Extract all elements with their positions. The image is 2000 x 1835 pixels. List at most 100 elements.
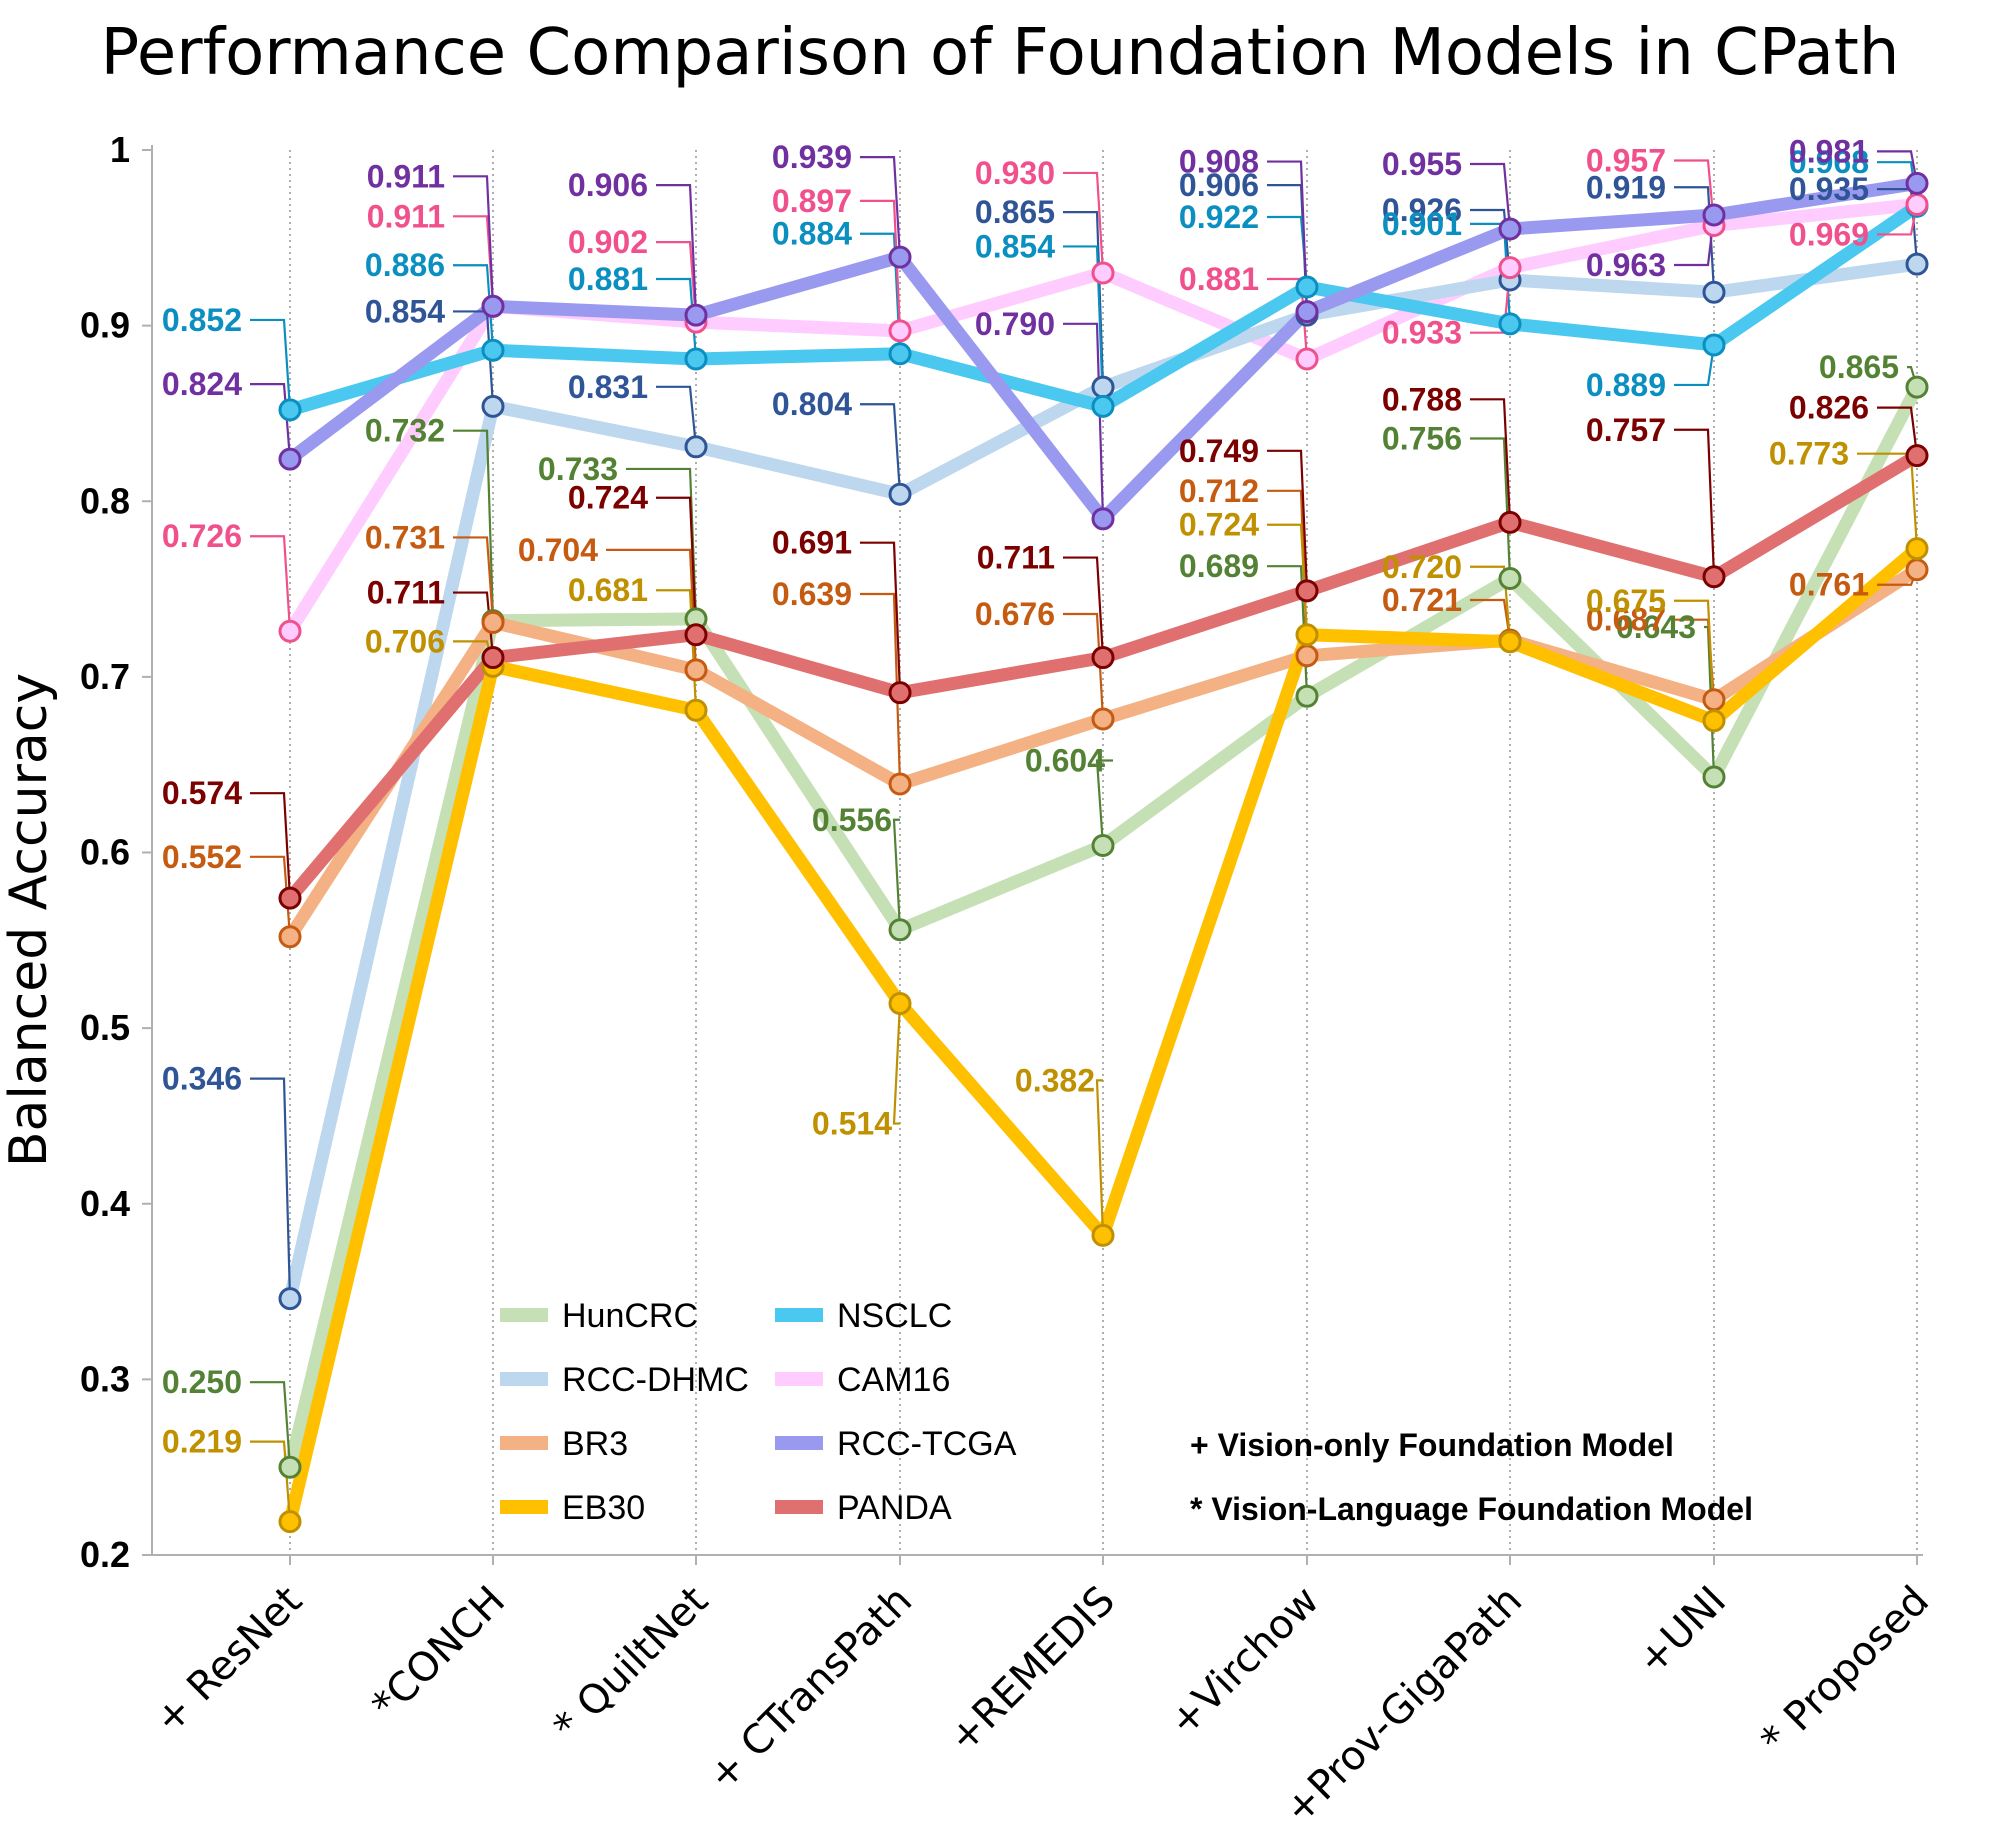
- data-point-panda: [888, 681, 912, 705]
- data-point-huncrc: [1295, 684, 1319, 708]
- label-leader: [1063, 210, 1105, 388]
- data-point-br3: [1295, 644, 1319, 668]
- data-label-rcc-tcga: 0.908: [1179, 144, 1259, 180]
- data-point-nsclc: [1702, 333, 1726, 357]
- data-point-eb30: [1702, 709, 1726, 733]
- legend-label-rcc-tcga: RCC-TCGA: [837, 1425, 1017, 1463]
- data-label-br3: 0.687: [1586, 602, 1666, 638]
- data-label-huncrc: 0.556: [812, 802, 892, 838]
- data-label-nsclc: 0.881: [568, 261, 648, 297]
- label-leader: [250, 1381, 292, 1468]
- data-point-eb30: [1905, 537, 1929, 561]
- data-label-rcc-dhmc: 0.935: [1789, 171, 1869, 207]
- data-point-cam16: [1498, 256, 1522, 280]
- data-point-huncrc: [1702, 765, 1726, 789]
- data-label-rcc-dhmc: 0.926: [1382, 192, 1462, 228]
- x-tick-label: + CTransPath: [699, 1578, 921, 1800]
- y-tick-labels: 0.2 0.3 0.4 0.5 0.6 0.7 0.8 0.9 1: [80, 129, 130, 1575]
- legend-label-cam16: CAM16: [837, 1361, 950, 1399]
- label-leader: [1470, 162, 1512, 230]
- data-label-rcc-tcga: 0.790: [975, 306, 1055, 342]
- data-label-panda: 0.757: [1586, 412, 1666, 448]
- data-label-cam16: 0.726: [162, 518, 242, 554]
- data-label-huncrc: 0.689: [1179, 548, 1259, 584]
- data-point-panda: [481, 646, 505, 670]
- y-tick-label: 0.4: [80, 1183, 130, 1224]
- label-leader: [892, 1003, 902, 1125]
- legend-label-eb30: EB30: [562, 1489, 645, 1527]
- label-leader: [656, 589, 698, 711]
- label-leader: [453, 536, 495, 623]
- data-label-nsclc: 0.886: [365, 247, 445, 283]
- data-label-cam16: 0.969: [1789, 216, 1869, 252]
- data-label-huncrc: 0.756: [1382, 421, 1462, 457]
- y-tick-label: 0.7: [80, 656, 130, 697]
- label-leader: [453, 175, 495, 307]
- data-point-panda: [1905, 444, 1929, 468]
- data-point-br3: [888, 772, 912, 796]
- legend: HunCRC RCC-DHMC BR3 EB30 NSCLC CAM16 RCC-TCGA P…: [500, 1297, 1017, 1527]
- x-tick-label: * QuiltNet: [545, 1578, 717, 1750]
- data-label-eb30: 0.675: [1586, 583, 1666, 619]
- label-leader: [1063, 245, 1105, 407]
- label-leader: [1877, 406, 1919, 456]
- data-point-br3: [278, 925, 302, 949]
- label-leader: [1674, 428, 1716, 577]
- data-label-eb30: 0.720: [1382, 549, 1462, 585]
- data-label-cam16: 0.957: [1586, 143, 1666, 179]
- data-point-rcc-tcga: [481, 294, 505, 318]
- x-tick-label: * Proposed: [1752, 1578, 1938, 1764]
- data-label-br3: 0.552: [162, 839, 242, 875]
- data-point-rcc-dhmc: [481, 394, 505, 418]
- data-label-rcc-dhmc: 0.804: [772, 386, 852, 422]
- y-tick-label: 0.6: [80, 832, 130, 873]
- data-point-br3: [1702, 688, 1726, 712]
- data-labels: 0.250 0.732 0.733 0.556 0.604 0.689 0.756 0.643…: [162, 133, 1899, 1459]
- data-point-huncrc: [1091, 833, 1115, 857]
- label-leader: [250, 535, 292, 632]
- data-point-panda: [278, 886, 302, 910]
- data-label-panda: 0.724: [568, 480, 648, 516]
- label-leader: [1267, 215, 1309, 288]
- data-label-cam16: 0.933: [1382, 315, 1462, 351]
- data-point-rcc-tcga: [684, 303, 708, 327]
- data-label-panda: 0.711: [367, 575, 445, 611]
- data-label-eb30: 0.724: [1179, 507, 1259, 543]
- data-label-eb30: 0.681: [568, 572, 648, 608]
- data-point-cam16: [1905, 192, 1929, 216]
- data-point-huncrc: [278, 1455, 302, 1479]
- data-point-rcc-tcga: [1498, 217, 1522, 241]
- label-leader: [1674, 186, 1716, 293]
- x-tick-labels: + ResNet *CONCH * QuiltNet+ CTransPath +REM…: [146, 1578, 1938, 1834]
- data-label-nsclc: 0.922: [1179, 199, 1259, 235]
- data-label-br3: 0.731: [365, 519, 445, 555]
- data-point-eb30: [1091, 1223, 1115, 1247]
- data-label-nsclc: 0.968: [1789, 144, 1869, 180]
- data-point-cam16: [1091, 261, 1115, 285]
- data-label-eb30: 0.706: [365, 623, 445, 659]
- model-type-notes: + Vision-only Foundation Model * Vision-…: [1190, 1427, 1753, 1527]
- data-point-panda: [1702, 565, 1726, 589]
- data-label-huncrc: 0.733: [538, 451, 618, 487]
- data-point-panda: [684, 623, 708, 647]
- data-point-rcc-dhmc: [278, 1287, 302, 1311]
- label-leader: [860, 541, 902, 693]
- data-point-cam16: [1295, 347, 1319, 371]
- axes: [142, 145, 1923, 1565]
- data-point-huncrc: [1498, 567, 1522, 591]
- x-tick-label: + ResNet: [146, 1578, 311, 1743]
- label-leader: [1063, 322, 1105, 519]
- data-point-rcc-dhmc: [684, 435, 708, 459]
- y-axis-label: Balanced Accuracy: [0, 673, 59, 1167]
- data-markers: [278, 171, 1929, 1534]
- data-label-br3: 0.712: [1179, 473, 1259, 509]
- data-label-huncrc: 0.604: [1025, 742, 1105, 778]
- y-tick-label: 0.3: [80, 1358, 130, 1399]
- data-label-cam16: 0.930: [975, 155, 1055, 191]
- data-label-nsclc: 0.854: [975, 228, 1055, 264]
- y-tick-label: 0.8: [80, 480, 130, 521]
- data-point-nsclc: [481, 338, 505, 362]
- label-leader: [1063, 612, 1105, 720]
- data-label-rcc-tcga: 0.906: [568, 167, 648, 203]
